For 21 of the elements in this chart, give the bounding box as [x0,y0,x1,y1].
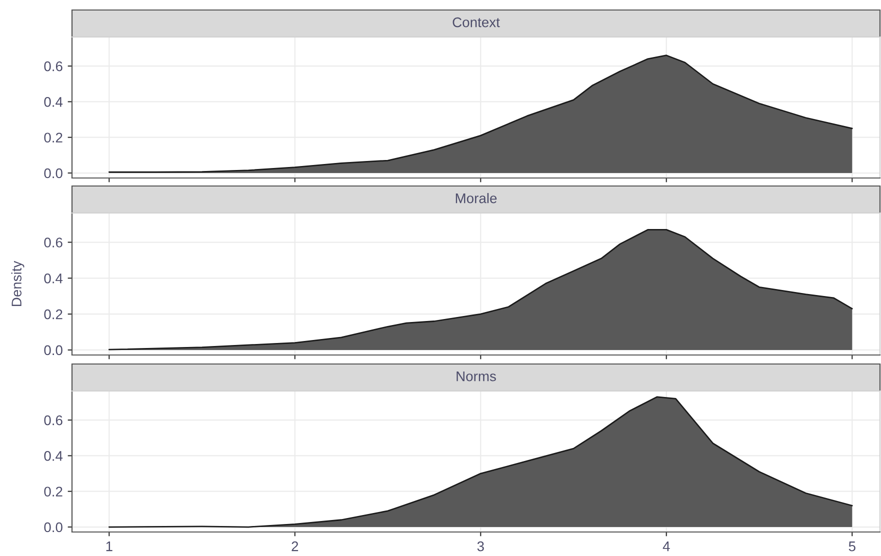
x-tick-label: 4 [662,542,670,552]
y-tick-label: 0.0 [44,522,62,532]
y-tick-label: 0.2 [44,486,62,497]
x-tick-label: 1 [106,542,112,552]
x-tick-label: 3 [477,541,484,552]
y-tick-label: 0.0 [44,168,62,178]
x-tick-label: 2 [292,541,298,552]
chart-title: Morale [456,193,497,204]
y-tick-label: 0.6 [44,61,62,72]
y-tick-label: 0.6 [44,238,62,248]
y-tick-label: 0.6 [44,415,62,426]
x-tick-label: 5 [848,542,856,552]
y-axis-title: Density [11,260,24,306]
chart-title: Context [452,17,500,28]
y-tick-label: 0.2 [44,132,62,143]
chart-title: Norms [456,372,496,382]
y-tick-label: 0.2 [44,309,62,320]
y-tick-label: 0.4 [44,97,63,107]
y-tick-label: 0.4 [44,451,63,461]
y-tick-label: 0.0 [44,345,62,356]
y-tick-label: 0.4 [44,274,63,284]
